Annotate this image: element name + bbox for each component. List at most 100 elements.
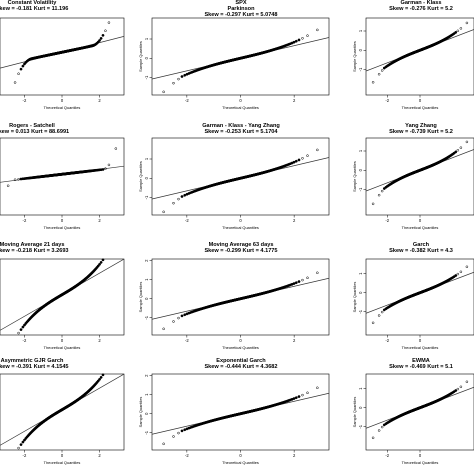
panel-title: Garch xyxy=(413,242,430,248)
x-tick-label: 0 xyxy=(61,338,64,343)
panel-subtitle: Skew = -0.181 Kurt = 11.196 xyxy=(0,6,68,12)
y-axis-label: Sample Quantiles xyxy=(138,41,143,72)
y-tick-label: 0 xyxy=(144,297,149,300)
y-tick-label: 1 xyxy=(358,29,363,32)
panel-subtitle: Skew = -0.276 Kurt = 5.2 xyxy=(389,6,453,12)
qq-point xyxy=(301,37,304,40)
y-tick-label: 2 xyxy=(144,374,149,377)
qq-point xyxy=(6,184,10,188)
y-tick-label: 0 xyxy=(358,406,363,409)
qq-point xyxy=(306,34,309,37)
x-axis-label: Theoretical Quantiles xyxy=(222,105,259,110)
qq-point xyxy=(17,446,20,450)
plot-frame xyxy=(151,17,330,96)
x-tick-label: -2 xyxy=(385,98,389,103)
qq-point xyxy=(297,38,301,42)
qq-point xyxy=(371,202,375,206)
qq-point xyxy=(371,436,375,440)
qq-point xyxy=(13,81,17,84)
qq-point xyxy=(297,158,301,162)
qq-point xyxy=(454,274,458,277)
qq-point xyxy=(98,39,101,42)
y-tick-label: 1 xyxy=(144,393,149,396)
qq-point xyxy=(183,313,187,317)
x-axis-label: Theoretical Quantiles xyxy=(44,460,81,465)
qq-point xyxy=(172,435,175,438)
qq-point xyxy=(180,429,184,433)
qq-point xyxy=(162,90,165,94)
plot-frame xyxy=(365,137,474,216)
qq-point xyxy=(162,442,165,446)
y-tick-label: 2 xyxy=(144,259,149,262)
panel-subtitle: Parkinson xyxy=(227,6,255,12)
y-axis-label: Sample Quantiles xyxy=(138,282,143,313)
qq-point xyxy=(294,39,298,43)
x-tick-label: -2 xyxy=(185,98,189,103)
plot-frame xyxy=(0,137,125,216)
qq-point xyxy=(17,331,20,335)
x-tick-label: -2 xyxy=(23,338,27,343)
qq-point xyxy=(465,21,469,25)
panel-title: Garman - Klass - Yang Zhang xyxy=(202,123,280,129)
panel-title: EWMA xyxy=(412,358,430,364)
panel-title: Moving Average 21 days xyxy=(0,242,64,248)
x-tick-label: 0 xyxy=(239,218,242,223)
qq-point xyxy=(297,280,301,283)
qq-point xyxy=(177,77,180,81)
qq-point xyxy=(17,178,20,181)
qq-point xyxy=(104,167,107,170)
qq-point xyxy=(456,272,460,276)
y-tick-label: 1 xyxy=(358,272,363,275)
qq-point xyxy=(99,36,103,40)
y-tick-label: -1 xyxy=(144,195,149,199)
qq-point xyxy=(172,201,175,205)
x-tick-label: -2 xyxy=(185,218,189,223)
y-tick-label: 0 xyxy=(144,56,149,59)
qq-point xyxy=(459,385,463,389)
y-axis-label: Sample Quantiles xyxy=(138,397,143,428)
qq-point xyxy=(172,320,175,323)
x-tick-label: 0 xyxy=(61,218,64,223)
x-tick-label: -2 xyxy=(23,453,27,458)
y-axis-label: Sample Quantiles xyxy=(352,282,357,313)
x-tick-label: -2 xyxy=(385,218,389,223)
qq-point xyxy=(13,178,17,181)
qq-point xyxy=(377,314,381,317)
x-tick-label: 2 xyxy=(98,98,101,103)
x-axis-label: Theoretical Quantiles xyxy=(402,105,439,110)
panel-title: Yang Zhang xyxy=(405,123,437,129)
panel-title: Constant Volatility xyxy=(8,0,58,6)
qq-point xyxy=(177,197,180,201)
plot-frame xyxy=(151,137,330,216)
x-axis-label: Theoretical Quantiles xyxy=(44,225,81,230)
x-axis-label: Theoretical Quantiles xyxy=(402,345,439,350)
x-axis-label: Theoretical Quantiles xyxy=(222,460,259,465)
x-tick-label: 0 xyxy=(239,338,242,343)
panel-subtitle: Skew = -0.253 Kurt = 5.1704 xyxy=(204,129,278,135)
qq-point xyxy=(104,29,107,32)
qq-point xyxy=(162,327,165,331)
qq-point xyxy=(301,393,304,397)
qq-point xyxy=(380,69,384,72)
qq-point xyxy=(21,325,25,329)
x-tick-label: 0 xyxy=(61,453,64,458)
qq-point xyxy=(306,276,309,280)
x-axis-label: Theoretical Quantiles xyxy=(222,225,259,230)
qq-point xyxy=(183,428,187,432)
qq-point xyxy=(101,258,105,262)
qq-point xyxy=(107,21,111,24)
plot-frame xyxy=(365,17,474,96)
qq-point xyxy=(316,148,319,152)
qq-point xyxy=(294,159,298,163)
x-tick-label: 2 xyxy=(293,338,296,343)
qq-point xyxy=(172,81,175,85)
qq-point xyxy=(459,146,463,149)
